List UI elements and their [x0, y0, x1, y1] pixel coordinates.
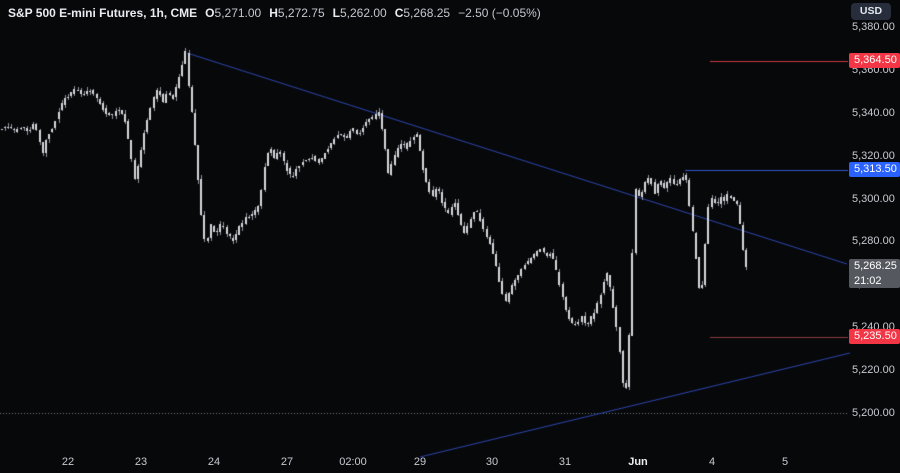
- price-level-label-5235: 5,235.50: [849, 329, 900, 345]
- time-tick: 02:00: [339, 456, 367, 468]
- time-tick: 4: [708, 456, 716, 468]
- time-tick: 31: [558, 456, 572, 468]
- time-tick: 22: [61, 456, 75, 468]
- ohlc-high-key: H: [269, 6, 278, 20]
- price-level-label-5364: 5,364.50: [849, 53, 900, 69]
- price-tick: 5,300.00: [852, 192, 895, 205]
- price-tick: 5,280.00: [852, 235, 895, 248]
- price-tick: 5,340.00: [852, 107, 895, 120]
- price-tick: 5,220.00: [852, 363, 895, 376]
- current-price-text: 5,268.25: [854, 260, 897, 272]
- time-tick: 27: [280, 456, 294, 468]
- price-tick: 5,200.00: [852, 406, 895, 419]
- time-tick: Jun: [628, 456, 648, 468]
- ohlc-close-value: 5,268.25: [403, 6, 451, 20]
- ohlc-low-value: 5,262.00: [339, 6, 387, 20]
- price-level-label-5313: 5,313.50: [849, 162, 900, 178]
- time-tick: 5: [781, 456, 789, 468]
- price-level-text: 5,235.50: [854, 330, 897, 343]
- ohlc-high-value: 5,272.75: [277, 6, 325, 20]
- ohlc-close-key: C: [394, 6, 404, 20]
- price-tick: 5,320.00: [852, 149, 895, 162]
- price-level-text: 5,364.50: [854, 54, 897, 67]
- time-tick: 24: [207, 456, 221, 468]
- ohlc-open-value: 5,271.00: [214, 6, 262, 20]
- symbol-header: S&P 500 E-mini Futures, 1h, CME O5,271.00…: [8, 6, 541, 20]
- currency-toggle-button[interactable]: USD: [851, 3, 891, 20]
- time-tick: 29: [413, 456, 427, 468]
- current-price-label: 5,268.25 21:02: [849, 259, 900, 288]
- price-change: −2.50 (−0.05%): [458, 6, 541, 20]
- time-tick: 23: [134, 456, 148, 468]
- ohlc-open-key: O: [205, 6, 215, 20]
- time-tick: 30: [485, 456, 499, 468]
- ohlc-low-key: L: [332, 6, 340, 20]
- price-tick: 5,380.00: [852, 21, 895, 34]
- price-level-text: 5,313.50: [854, 163, 897, 176]
- countdown-timer: 21:02: [854, 275, 882, 287]
- time-axis[interactable]: 22 23 24 27 02:00 29 30 31 Jun 4 5: [0, 440, 848, 473]
- symbol-title[interactable]: S&P 500 E-mini Futures, 1h, CME: [8, 6, 198, 20]
- price-axis[interactable]: 5,364.50 5,313.50 5,268.25 21:02 5,235.5…: [848, 0, 900, 440]
